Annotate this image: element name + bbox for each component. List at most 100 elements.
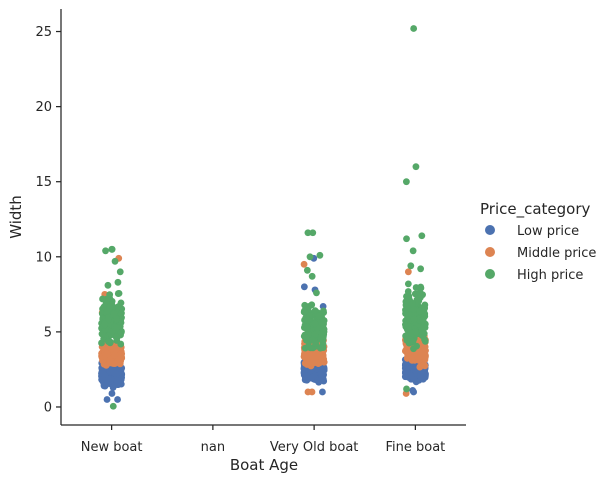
- data-point: [416, 348, 424, 356]
- data-point: [407, 262, 415, 270]
- data-point: [304, 229, 312, 237]
- data-point: [114, 396, 121, 403]
- data-point: [104, 281, 112, 289]
- data-point: [313, 289, 320, 297]
- legend-marker: [485, 247, 495, 257]
- legend-marker: [485, 225, 495, 235]
- x-ticks: New boat nan Very Old boat Fine boat: [81, 425, 445, 455]
- data-point: [318, 375, 326, 383]
- data-point: [416, 307, 424, 315]
- data-point: [413, 342, 420, 350]
- x-tick-label: Fine boat: [385, 440, 445, 455]
- y-tick-label: 15: [35, 175, 52, 190]
- legend: Price_category Low price Middle price High…: [480, 200, 596, 283]
- x-axis-label: Boat Age: [230, 456, 298, 474]
- data-point: [419, 291, 426, 299]
- data-point: [311, 356, 319, 364]
- data-point: [108, 245, 116, 253]
- series-high-price: [98, 25, 429, 410]
- data-point: [413, 297, 421, 304]
- data-point: [305, 350, 313, 358]
- data-point: [308, 388, 316, 396]
- legend-title: Price_category: [480, 200, 591, 219]
- data-point: [300, 283, 308, 291]
- data-point: [113, 377, 121, 384]
- data-point: [417, 373, 425, 381]
- data-point: [111, 257, 119, 265]
- legend-entry-label: Low price: [517, 224, 579, 239]
- data-point: [408, 356, 416, 364]
- data-point: [300, 260, 308, 268]
- legend-entry-label: Middle price: [517, 246, 596, 261]
- x-tick-label: New boat: [81, 440, 143, 455]
- data-point: [103, 396, 111, 403]
- legend-entry-label: High price: [517, 268, 583, 283]
- data-point: [316, 344, 324, 352]
- data-point: [101, 320, 109, 328]
- data-point: [315, 351, 323, 359]
- x-tick-label: Very Old boat: [270, 440, 359, 455]
- data-point: [316, 251, 324, 259]
- data-point: [402, 298, 410, 306]
- data-point: [102, 247, 109, 255]
- y-tick-label: 0: [44, 400, 52, 415]
- data-point: [419, 316, 427, 323]
- data-point: [103, 350, 111, 358]
- data-point: [417, 265, 425, 273]
- data-point: [117, 328, 125, 336]
- x-tick-label: nan: [201, 440, 225, 455]
- data-point: [114, 290, 122, 297]
- data-point: [319, 388, 326, 396]
- data-point: [116, 268, 124, 276]
- data-point: [402, 178, 410, 186]
- data-point: [405, 311, 413, 319]
- data-point: [306, 253, 314, 261]
- data-point: [301, 309, 309, 316]
- data-point: [106, 294, 113, 302]
- data-point: [410, 315, 418, 323]
- data-point: [404, 268, 412, 276]
- y-tick-label: 5: [44, 325, 52, 340]
- data-point: [421, 336, 428, 343]
- data-point: [404, 280, 412, 288]
- y-axis-label: Width: [7, 195, 25, 239]
- data-point: [113, 315, 120, 323]
- data-point: [410, 25, 418, 32]
- data-point: [308, 301, 316, 309]
- data-point: [403, 368, 411, 376]
- data-point: [304, 316, 312, 324]
- data-point: [403, 336, 411, 344]
- data-point: [315, 312, 323, 320]
- data-point: [303, 266, 311, 274]
- data-point: [113, 324, 121, 332]
- data-point: [112, 345, 120, 353]
- data-point: [320, 320, 327, 328]
- data-point: [109, 384, 117, 391]
- data-point: [106, 356, 114, 364]
- data-point: [411, 328, 419, 336]
- data-point: [416, 363, 424, 371]
- y-ticks: 0 5 10 15 20 25: [35, 25, 61, 415]
- data-point: [405, 292, 413, 300]
- data-point: [403, 235, 410, 243]
- data-point: [118, 309, 125, 317]
- series-low-price: [98, 254, 429, 403]
- data-point: [320, 328, 328, 336]
- data-point: [309, 336, 317, 344]
- data-point: [404, 349, 412, 357]
- data-point: [412, 163, 420, 171]
- data-point: [109, 402, 117, 410]
- y-tick-label: 10: [35, 250, 52, 265]
- data-point: [410, 305, 418, 313]
- data-point: [113, 337, 121, 344]
- data-point: [309, 229, 317, 237]
- data-point: [311, 320, 319, 328]
- data-point: [412, 284, 420, 291]
- data-point: [104, 376, 112, 383]
- data-point: [110, 310, 118, 318]
- data-point: [111, 360, 119, 368]
- data-point: [409, 247, 417, 255]
- data-point: [303, 325, 311, 332]
- data-point: [308, 272, 316, 280]
